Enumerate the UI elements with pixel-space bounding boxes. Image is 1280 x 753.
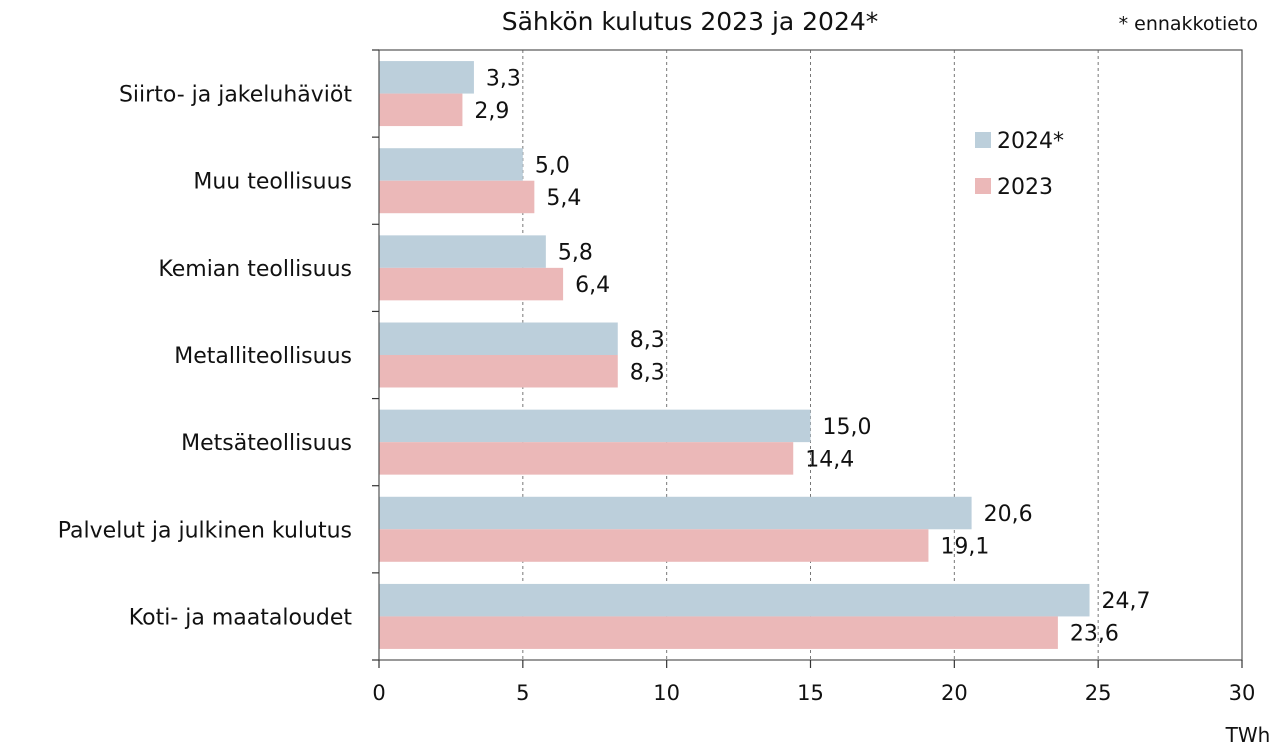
- category-label: Metalliteollisuus: [174, 344, 352, 369]
- x-tick-label: 10: [653, 681, 680, 705]
- bar: [379, 148, 523, 181]
- data-label: 8,3: [630, 328, 665, 353]
- bar: [379, 93, 463, 127]
- bar: [379, 235, 546, 268]
- axes: 0 5 10 15 20 25 30 Siirto- ja jakeluhäviöt Muu t…: [58, 49, 1256, 705]
- category-label: Palvelut ja julkinen kulutus: [58, 518, 352, 543]
- bars: [379, 61, 1090, 649]
- category-label: Siirto- ja jakeluhäviöt: [119, 83, 352, 108]
- data-label: 19,1: [940, 535, 989, 560]
- bar: [379, 409, 811, 443]
- bar: [379, 267, 564, 301]
- legend: 2024* 2023: [975, 129, 1064, 200]
- category-label: Metsäteollisuus: [181, 431, 352, 456]
- chart-note: * ennakkotieto: [1119, 13, 1258, 35]
- data-label: 6,4: [575, 273, 610, 298]
- data-label: 15,0: [823, 415, 872, 440]
- x-tick-label: 30: [1229, 681, 1256, 705]
- legend-swatch: [975, 132, 991, 148]
- x-tick-label: 25: [1085, 681, 1112, 705]
- bar: [379, 529, 929, 562]
- bar: [379, 583, 1090, 617]
- category-label: Kemian teollisuus: [158, 257, 352, 282]
- data-label: 3,3: [486, 66, 521, 91]
- category-label: Muu teollisuus: [193, 170, 352, 195]
- chart-title: Sähkön kulutus 2023 ja 2024*: [502, 7, 879, 36]
- legend-swatch: [975, 178, 991, 194]
- data-label: 8,3: [630, 360, 665, 385]
- data-label: 2,9: [474, 99, 509, 124]
- data-label: 5,4: [546, 186, 581, 211]
- data-label: 5,0: [535, 153, 570, 178]
- x-axis-unit-label: TWh: [1225, 723, 1271, 747]
- bar: [379, 322, 618, 355]
- bar: [379, 180, 535, 214]
- legend-label: 2024*: [997, 129, 1064, 154]
- data-label: 23,6: [1070, 622, 1119, 647]
- data-label: 24,7: [1102, 589, 1151, 614]
- x-tick-label: 20: [941, 681, 968, 705]
- data-label: 20,6: [984, 502, 1033, 527]
- x-tick-label: 5: [516, 681, 529, 705]
- bar: [379, 61, 474, 94]
- x-tick-label: 0: [372, 681, 385, 705]
- bar: [379, 616, 1058, 649]
- bar: [379, 442, 794, 475]
- x-tick-label: 15: [797, 681, 824, 705]
- legend-label: 2023: [997, 175, 1053, 200]
- category-label: Koti- ja maataloudet: [129, 605, 353, 630]
- data-labels: 3,3 2,9 5,0 5,4 5,8 6,4 8,3 8,3 15,0 14,4 20,6 19,1…: [474, 66, 1150, 646]
- data-label: 5,8: [558, 241, 593, 266]
- bar: [379, 355, 618, 388]
- bar: [379, 496, 972, 530]
- data-label: 14,4: [805, 447, 854, 472]
